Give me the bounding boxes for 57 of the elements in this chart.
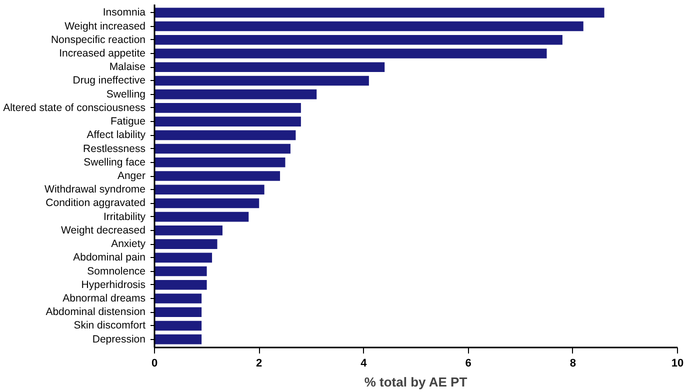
bar [154, 307, 202, 318]
bar [154, 62, 385, 72]
bar [154, 130, 296, 140]
bar [154, 212, 249, 222]
bar [154, 21, 584, 32]
x-tick-label: 8 [570, 358, 576, 370]
bar [154, 157, 286, 168]
x-tick-label: 2 [256, 358, 262, 370]
bar [154, 76, 369, 86]
bar [154, 266, 207, 276]
y-tick-label: Anger [117, 170, 146, 182]
y-tick-label: Withdrawal syndrome [44, 184, 146, 196]
bar [154, 48, 547, 58]
y-tick-label: Somnolence [87, 265, 146, 278]
y-tick-label: Increased appetite [59, 48, 146, 60]
bar [154, 334, 202, 344]
y-tick-label: Weight increased [64, 20, 146, 32]
bar [154, 171, 280, 181]
y-tick-label: Abdominal distension [46, 306, 146, 318]
y-tick-label: Affect lability [86, 129, 146, 142]
y-tick-label: Depression [92, 333, 146, 346]
y-tick-label: Hyperhidrosis [81, 278, 146, 291]
bar [154, 226, 222, 236]
bar [154, 252, 212, 263]
y-tick-label: Altered state of consciousness [3, 102, 146, 114]
x-tick-label: 0 [151, 358, 158, 370]
y-tick-label: Nonspecific reaction [50, 34, 146, 46]
y-tick-label: Malaise [109, 61, 146, 74]
bar [154, 34, 562, 45]
y-tick-label: Restlessness [83, 142, 146, 155]
bar [154, 89, 317, 100]
y-tick-label: Drug ineffective [72, 74, 146, 87]
x-tick-label: 4 [360, 358, 368, 370]
y-tick-label: Swelling face [84, 156, 146, 168]
x-axis-title: % total by AE PT [364, 374, 468, 390]
y-tick-label: Irritability [103, 210, 146, 223]
y-tick-label: Condition aggravated [46, 197, 146, 210]
bar [154, 198, 260, 208]
bar [154, 116, 301, 126]
x-tick-label: 6 [465, 358, 472, 370]
bar [154, 280, 207, 290]
bar [154, 144, 290, 154]
y-tick-label: Abnormal dreams [62, 292, 146, 304]
y-tick-label: Swelling [106, 88, 146, 100]
y-tick-label: Anxiety [111, 238, 146, 250]
bar [154, 294, 202, 304]
y-tick-label: Insomnia [102, 6, 146, 19]
y-tick-label: Skin discomfort [74, 320, 146, 332]
y-tick-label: Fatigue [110, 116, 146, 128]
bar [154, 184, 264, 195]
y-tick-label: Weight decreased [61, 224, 146, 236]
bar [154, 8, 604, 18]
x-tick-label: 10 [671, 358, 684, 370]
bar [154, 320, 202, 331]
bar [154, 239, 218, 249]
bar [154, 103, 301, 113]
y-tick-label: Abdominal pain [73, 252, 146, 264]
